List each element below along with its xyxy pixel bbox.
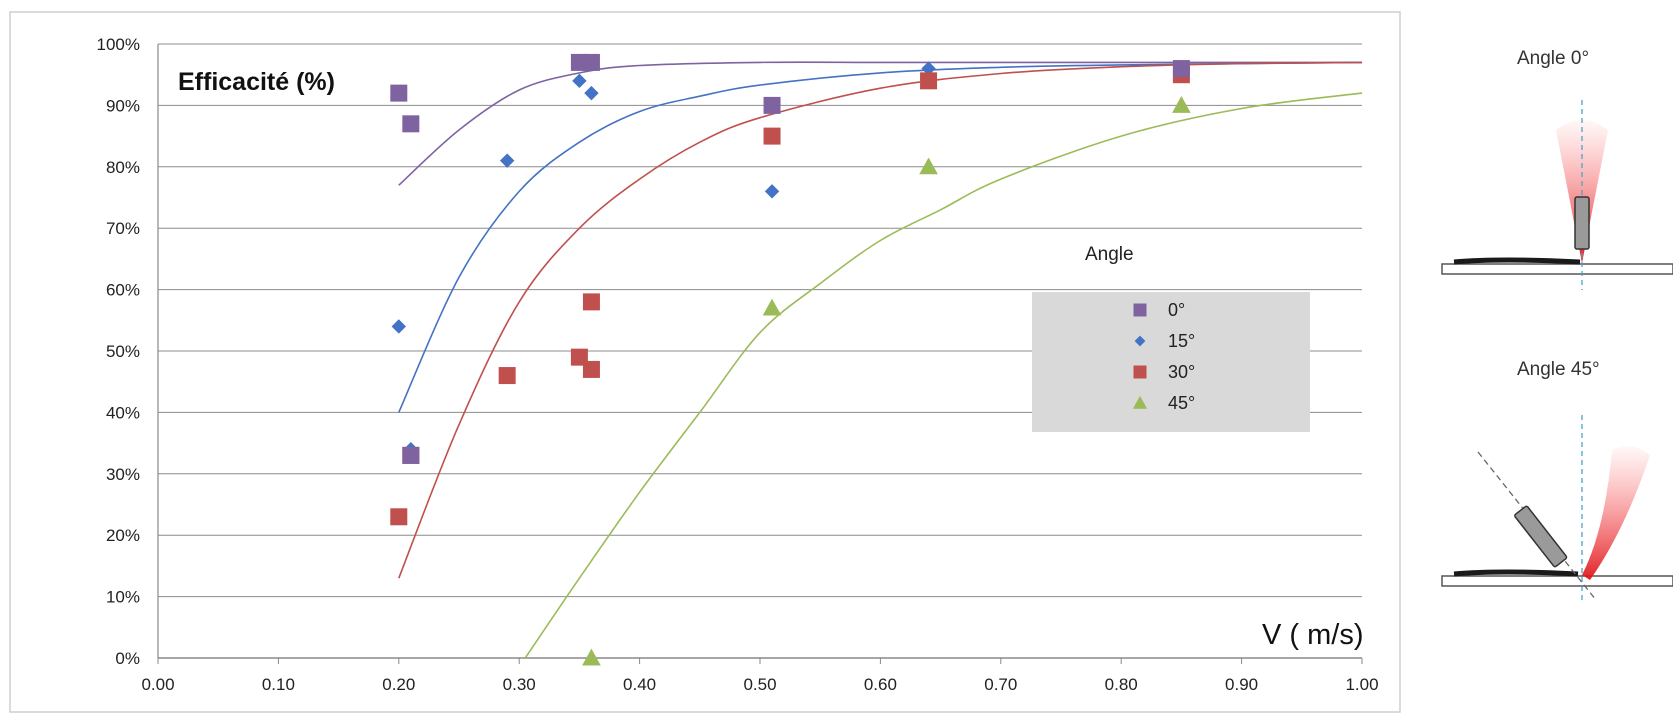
residue-layer <box>1453 569 1579 577</box>
legend: 0° 15° 30° 45° <box>1032 292 1310 432</box>
data-point-45 <box>1172 96 1191 113</box>
diagram-title-angle-0: Angle 0° <box>1517 48 1589 69</box>
data-point-0 <box>763 96 781 114</box>
y-tick-label: 40% <box>106 403 140 422</box>
y-tick-label: 90% <box>106 96 140 115</box>
y-tick-label: 60% <box>106 281 140 300</box>
y-tick-label: 30% <box>106 465 140 484</box>
data-point-30 <box>763 127 781 145</box>
data-point-30 <box>582 360 600 378</box>
data-point-45 <box>582 648 601 666</box>
data-point-0 <box>390 84 408 102</box>
trendline-0 <box>398 61 1362 186</box>
data-point-0 <box>402 446 420 464</box>
residue-layer <box>1453 257 1581 265</box>
legend-marker-30 <box>1133 365 1147 379</box>
diagram-angle-0: Angle 0° <box>1441 48 1673 290</box>
data-point-0 <box>1172 60 1190 78</box>
nozzle <box>1514 505 1568 568</box>
data-point-0 <box>582 53 600 71</box>
data-point-45 <box>919 157 938 175</box>
legend-label: 15° <box>1168 331 1195 351</box>
nozzle <box>1574 196 1590 250</box>
surface-plate <box>1441 263 1673 275</box>
data-point-15 <box>921 61 936 76</box>
data-points <box>390 53 1191 666</box>
x-tick-label: 1.00 <box>1345 675 1378 694</box>
data-point-15 <box>391 319 406 334</box>
y-tick-label: 80% <box>106 158 140 177</box>
legend-label: 0° <box>1168 300 1185 320</box>
trendlines <box>398 61 1363 659</box>
legend-marker-45 <box>1132 395 1148 409</box>
x-tick-label: 0.70 <box>984 675 1017 694</box>
legend-marker-15 <box>1134 335 1146 347</box>
x-tick-label: 0.50 <box>743 675 776 694</box>
x-tick-label: 0.60 <box>864 675 897 694</box>
data-point-0 <box>402 115 420 133</box>
trendline-45 <box>524 92 1363 659</box>
legend-box <box>1032 292 1310 432</box>
y-tick-label: 0% <box>115 649 140 668</box>
legend-marker-0 <box>1133 303 1147 317</box>
x-tick-label: 0.90 <box>1225 675 1258 694</box>
x-tick-label: 0.30 <box>503 675 536 694</box>
y-tick-label: 50% <box>106 342 140 361</box>
y-tick-label: 70% <box>106 219 140 238</box>
x-tick-label: 0.40 <box>623 675 656 694</box>
data-point-45 <box>762 298 782 316</box>
x-tick-label: 0.20 <box>382 675 415 694</box>
diagram-angle-45: Angle 45° <box>1441 359 1673 601</box>
trendline-15 <box>398 61 1363 413</box>
data-point-30 <box>582 293 600 311</box>
y-axis-label: Efficacité (%) <box>178 68 335 96</box>
x-tick-label: 0.00 <box>141 675 174 694</box>
reflected-spray <box>1582 446 1650 580</box>
y-tick-label: 10% <box>106 588 140 607</box>
data-point-30 <box>390 508 408 526</box>
x-tick-label: 0.10 <box>262 675 295 694</box>
legend-label: 30° <box>1168 362 1195 382</box>
y-tick-label: 20% <box>106 526 140 545</box>
x-axis-label: V ( m/s) <box>1262 619 1364 651</box>
data-point-30 <box>920 72 938 90</box>
axes: 0% 10% 20% 30% 40% 50% 60% 70% 80% 90% 100% 0.00 0.1… <box>97 35 1379 694</box>
surface-plate <box>1441 575 1673 587</box>
trendline-30 <box>398 61 1363 579</box>
data-point-15 <box>584 85 599 101</box>
data-point-15 <box>764 184 780 199</box>
legend-title: Angle <box>1085 244 1134 265</box>
diagram-title-angle-45: Angle 45° <box>1517 359 1600 380</box>
data-point-15 <box>499 153 515 168</box>
y-tick-label: 100% <box>97 35 140 54</box>
legend-label: 45° <box>1168 393 1195 413</box>
data-point-15 <box>572 73 587 89</box>
x-tick-label: 0.80 <box>1105 675 1138 694</box>
data-point-30 <box>498 367 516 385</box>
